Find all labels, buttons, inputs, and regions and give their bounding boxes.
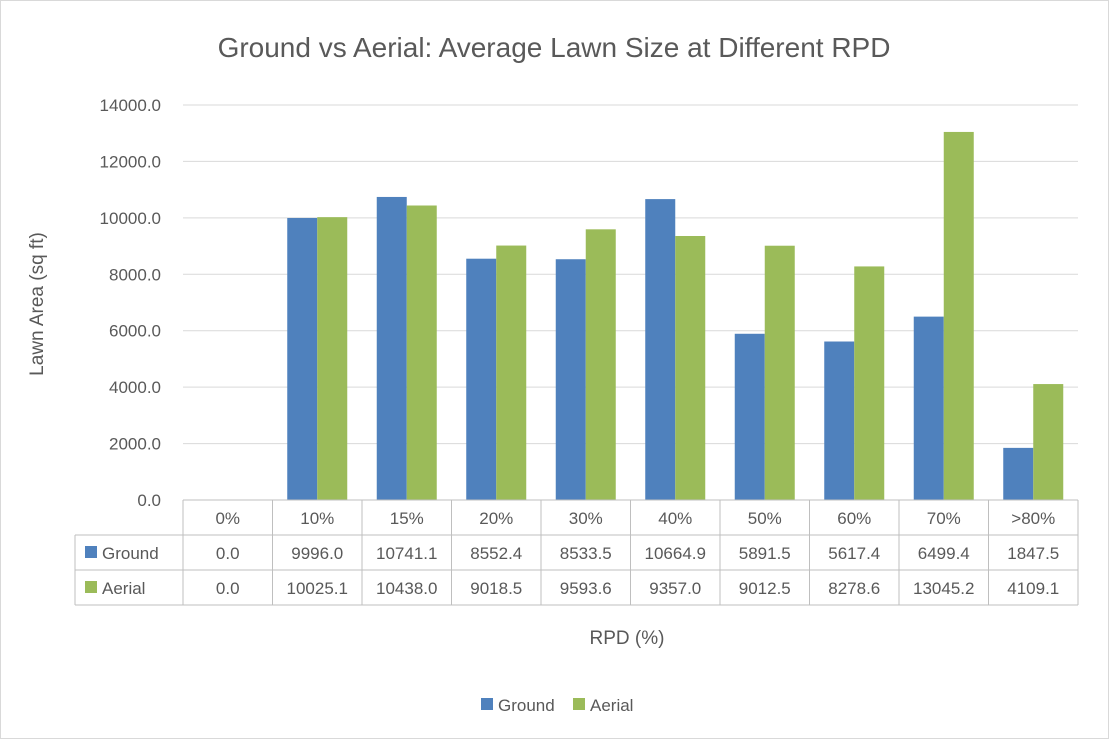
x-tick-label: >80%: [1011, 509, 1055, 528]
x-axis-label: RPD (%): [590, 628, 665, 649]
y-tick-label: 12000.0: [100, 152, 161, 171]
bar-ground: [645, 199, 676, 500]
bar-ground: [824, 341, 855, 500]
data-label: 13045.2: [913, 579, 974, 598]
y-axis-label: Lawn Area (sq ft): [27, 232, 48, 376]
bar-ground: [913, 316, 944, 500]
y-tick-label: 6000.0: [109, 322, 161, 341]
data-table: 0% 10% 15% 20% 30% 40% 50% 60% 70% >80% Ground 0.0 9…: [74, 499, 1079, 606]
bar-aerial: [585, 229, 616, 500]
table-legend-key-aerial: [85, 581, 97, 593]
y-tick-label: 8000.0: [109, 265, 161, 284]
bar-aerial: [764, 245, 795, 500]
data-label: 0.0: [216, 544, 240, 563]
x-tick-label: 60%: [837, 509, 871, 528]
legend-key-aerial: [573, 698, 585, 710]
x-tick-label: 10%: [300, 509, 334, 528]
x-tick-label: 40%: [658, 509, 692, 528]
y-tick-label: 4000.0: [109, 378, 161, 397]
data-label: 6499.4: [918, 544, 970, 563]
bar-aerial: [1033, 384, 1064, 500]
data-label: 0.0: [216, 579, 240, 598]
y-tick-label: 10000.0: [100, 209, 161, 228]
bar-aerial: [854, 266, 885, 500]
x-tick-label: 0%: [215, 509, 240, 528]
data-label: 10438.0: [376, 579, 437, 598]
data-label: 5891.5: [739, 544, 791, 563]
data-label: 4109.1: [1007, 579, 1059, 598]
bar-ground: [287, 217, 318, 500]
legend-label: Aerial: [590, 696, 633, 715]
bar-aerial: [406, 205, 437, 501]
data-label: 8552.4: [470, 544, 522, 563]
x-tick-label: 15%: [390, 509, 424, 528]
bar-aerial: [317, 217, 348, 500]
legend-key-ground: [481, 698, 493, 710]
bar-ground: [1003, 447, 1034, 500]
data-label: 10741.1: [376, 544, 437, 563]
bar-ground: [734, 333, 765, 500]
data-label: 10025.1: [287, 579, 348, 598]
data-label: 9593.6: [560, 579, 612, 598]
data-label: 9018.5: [470, 579, 522, 598]
table-series-name: Ground: [102, 544, 159, 563]
data-label: 9357.0: [649, 579, 701, 598]
bar-aerial: [675, 235, 706, 500]
data-label: 9996.0: [291, 544, 343, 563]
table-series-name: Aerial: [102, 579, 145, 598]
x-tick-label: 20%: [479, 509, 513, 528]
data-label: 8533.5: [560, 544, 612, 563]
data-label: 5617.4: [828, 544, 880, 563]
data-label: 9012.5: [739, 579, 791, 598]
data-label: 10664.9: [645, 544, 706, 563]
bars: [287, 131, 1064, 501]
data-label: 8278.6: [828, 579, 880, 598]
data-label: 1847.5: [1007, 544, 1059, 563]
x-tick-label: 50%: [748, 509, 782, 528]
bar-aerial: [943, 131, 974, 500]
bar-ground: [376, 196, 407, 500]
y-tick-label: 0.0: [137, 491, 161, 510]
bar-ground: [466, 258, 497, 500]
legend-label: Ground: [498, 696, 555, 715]
legend: Ground Aerial: [481, 696, 633, 715]
y-tick-label: 2000.0: [109, 435, 161, 454]
y-tick-labels: 0.0 2000.0 4000.0 6000.0 8000.0 10000.0 12000.…: [100, 96, 161, 510]
chart-title: Ground vs Aerial: Average Lawn Size at D…: [218, 32, 891, 63]
table-legend-key-ground: [85, 546, 97, 558]
bar-ground: [555, 259, 586, 500]
y-tick-label: 14000.0: [100, 96, 161, 115]
bar-aerial: [496, 245, 527, 500]
x-tick-label: 70%: [927, 509, 961, 528]
x-tick-label: 30%: [569, 509, 603, 528]
